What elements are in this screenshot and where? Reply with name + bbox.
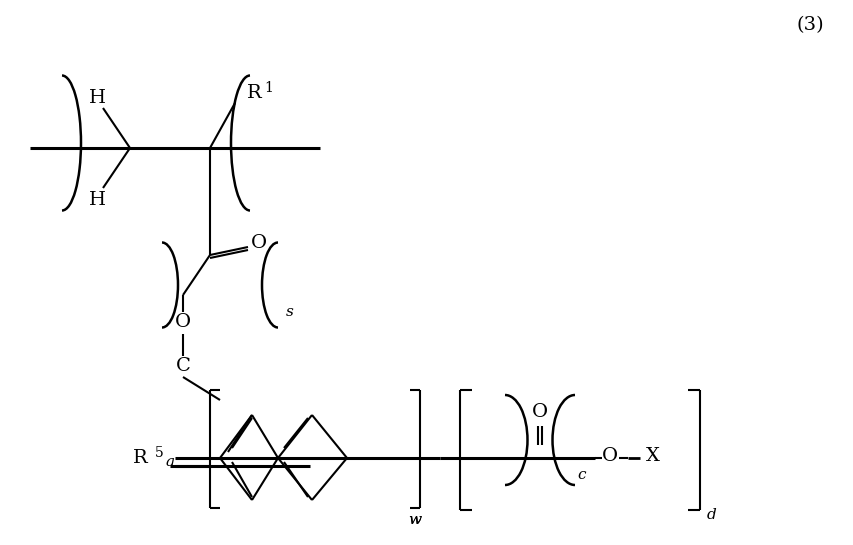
Text: H: H — [89, 191, 106, 209]
Text: R: R — [133, 449, 148, 467]
Text: O: O — [251, 234, 267, 252]
Text: s: s — [286, 305, 293, 319]
Text: O: O — [175, 313, 191, 331]
Text: w: w — [408, 513, 421, 527]
Text: (3): (3) — [795, 16, 823, 34]
Text: d: d — [706, 508, 716, 522]
Text: O: O — [531, 403, 548, 421]
Text: C: C — [176, 357, 190, 375]
Text: 5: 5 — [154, 446, 164, 460]
Text: a: a — [165, 455, 174, 469]
Text: O: O — [601, 447, 618, 465]
Text: R: R — [247, 84, 261, 102]
Text: X: X — [646, 447, 659, 465]
Text: w: w — [408, 513, 421, 527]
Text: 1: 1 — [264, 81, 273, 95]
Text: H: H — [89, 89, 106, 107]
Text: c: c — [577, 468, 585, 482]
